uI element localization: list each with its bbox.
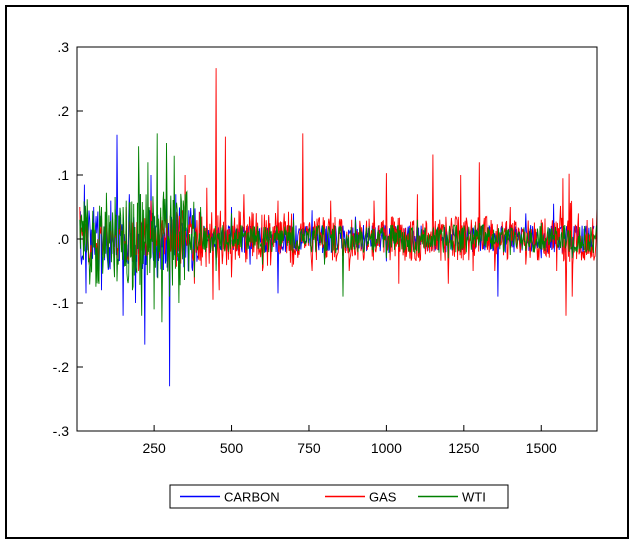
x-tick-label: 750	[297, 440, 321, 456]
legend-label-wti: WTI	[462, 490, 486, 505]
y-tick-label: -.1	[53, 295, 70, 311]
x-tick-label: 1500	[526, 440, 557, 456]
x-tick-label: 1000	[371, 440, 402, 456]
y-tick-label: .1	[57, 167, 69, 183]
legend-label-gas: GAS	[369, 490, 397, 505]
y-tick-label: .0	[57, 231, 69, 247]
x-tick-label: 1250	[448, 440, 479, 456]
legend-label-carbon: CARBON	[224, 490, 280, 505]
y-tick-label: -.3	[53, 423, 70, 439]
y-tick-label: .3	[57, 39, 69, 55]
chart-frame	[5, 5, 629, 539]
y-tick-label: .2	[57, 103, 69, 119]
x-tick-label: 500	[220, 440, 244, 456]
x-tick-label: 250	[142, 440, 166, 456]
series-line-wti	[79, 133, 598, 323]
y-tick-label: -.2	[53, 359, 70, 375]
